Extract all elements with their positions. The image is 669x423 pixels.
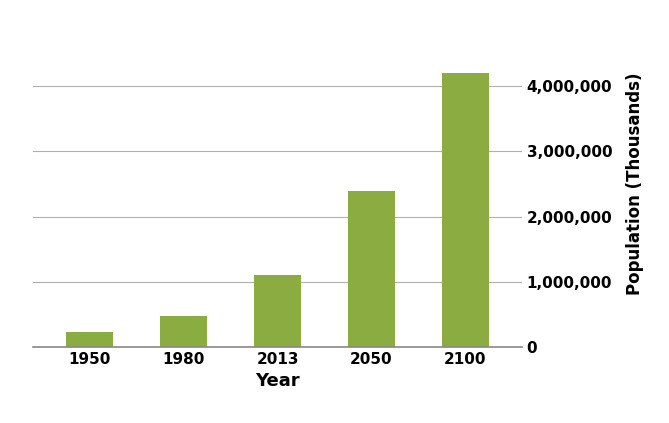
Bar xyxy=(66,332,113,347)
Y-axis label: Population (Thousands): Population (Thousands) xyxy=(626,73,644,295)
X-axis label: Year: Year xyxy=(256,372,300,390)
Bar xyxy=(254,275,301,347)
Bar xyxy=(442,73,489,347)
Bar xyxy=(348,190,395,347)
Bar xyxy=(161,316,207,347)
